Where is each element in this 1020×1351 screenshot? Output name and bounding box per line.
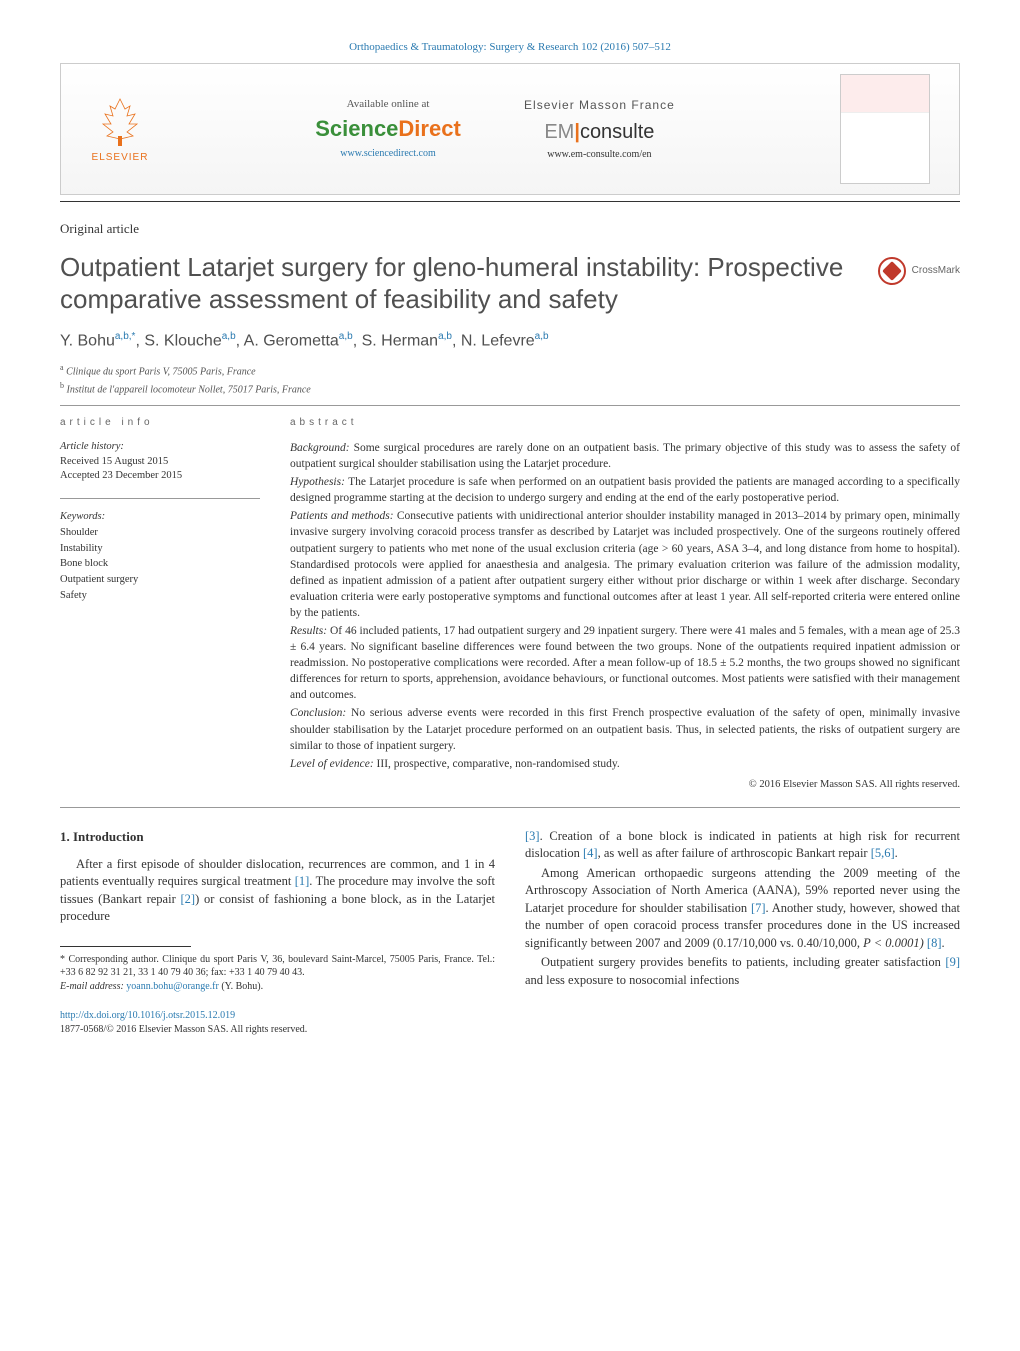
doi-link[interactable]: http://dx.doi.org/10.1016/j.otsr.2015.12… <box>60 1009 960 1023</box>
banner-divider <box>60 201 960 202</box>
article-info-column: article info Article history: Received 1… <box>60 416 260 793</box>
article-title: Outpatient Latarjet surgery for gleno-hu… <box>60 251 868 316</box>
sciencedirect-block: Available online at ScienceDirect www.sc… <box>315 97 461 161</box>
ref-3[interactable]: [3] <box>525 829 540 843</box>
article-type: Original article <box>60 220 960 238</box>
abstract-paragraph: Patients and methods: Consecutive patien… <box>290 508 960 621</box>
footnotes: * Corresponding author. Clinique du spor… <box>60 953 495 994</box>
footnote-rule <box>60 946 191 947</box>
journal-citation: Orthopaedics & Traumatology: Surgery & R… <box>60 40 960 55</box>
email-person: (Y. Bohu). <box>219 981 263 992</box>
affiliation-b: Institut de l'appareil locomoteur Nollet… <box>67 384 311 395</box>
affiliation-a: Clinique du sport Paris V, 75005 Paris, … <box>66 367 256 378</box>
intro-p1: After a first episode of shoulder disloc… <box>60 856 495 926</box>
elsevier-logo-block: ELSEVIER <box>75 89 165 169</box>
keyword-item: Bone block <box>60 556 260 572</box>
available-online-text: Available online at <box>315 97 461 112</box>
keyword-item: Outpatient surgery <box>60 572 260 588</box>
abstract-paragraph: Level of evidence: III, prospective, com… <box>290 756 960 772</box>
author-email[interactable]: yoann.bohu@orange.fr <box>126 981 219 992</box>
intro-p2: [3]. Creation of a bone block is indicat… <box>525 828 960 863</box>
intro-p3: Among American orthopaedic surgeons atte… <box>525 865 960 953</box>
intro-p4: Outpatient surgery provides benefits to … <box>525 954 960 989</box>
ref-7[interactable]: [7] <box>751 901 766 915</box>
history-label: Article history: <box>60 440 260 455</box>
abstract-paragraph: Results: Of 46 included patients, 17 had… <box>290 623 960 703</box>
masson-text: Elsevier Masson France <box>524 97 675 114</box>
abstract-paragraph: Hypothesis: The Latarjet procedure is sa… <box>290 474 960 506</box>
crossmark-badge[interactable]: CrossMark <box>878 257 960 285</box>
emconsulte-url[interactable]: www.em-consulte.com/en <box>524 148 675 162</box>
keyword-item: Shoulder <box>60 525 260 541</box>
rule-above-abstract <box>60 405 960 406</box>
abstract-copyright: © 2016 Elsevier Masson SAS. All rights r… <box>290 778 960 793</box>
journal-cover-thumb <box>825 74 945 184</box>
keywords-label: Keywords: <box>60 509 260 525</box>
abstract-heading: abstract <box>290 416 960 430</box>
author-list: Y. Bohua,b,*, S. Klouchea,b, A. Geromett… <box>60 330 960 353</box>
ref-1[interactable]: [1] <box>295 874 310 888</box>
keywords-block: Keywords: ShoulderInstabilityBone blockO… <box>60 509 260 604</box>
crossmark-icon <box>878 257 906 285</box>
ref-9[interactable]: [9] <box>945 955 960 969</box>
publisher-banner: ELSEVIER Available online at ScienceDire… <box>60 63 960 195</box>
emconsulte-logo: EM|consulte <box>524 118 675 146</box>
keyword-item: Safety <box>60 588 260 604</box>
ref-8[interactable]: [8] <box>927 936 942 950</box>
accepted-date: Accepted 23 December 2015 <box>60 469 260 484</box>
info-divider <box>60 498 260 499</box>
abstract-paragraph: Background: Some surgical procedures are… <box>290 440 960 472</box>
elsevier-text: ELSEVIER <box>92 151 149 165</box>
elsevier-tree-icon: ELSEVIER <box>85 89 155 169</box>
abstract-column: abstract Background: Some surgical proce… <box>290 416 960 793</box>
sciencedirect-url[interactable]: www.sciencedirect.com <box>315 147 461 161</box>
section-1-heading: 1. Introduction <box>60 828 495 846</box>
abstract-paragraph: Conclusion: No serious adverse events we… <box>290 705 960 753</box>
ref-2[interactable]: [2] <box>181 892 196 906</box>
keyword-item: Instability <box>60 541 260 557</box>
article-info-heading: article info <box>60 416 260 430</box>
article-history: Article history: Received 15 August 2015… <box>60 440 260 484</box>
ref-4[interactable]: [4] <box>583 846 598 860</box>
emconsulte-block: Elsevier Masson France EM|consulte www.e… <box>524 97 675 162</box>
corresponding-author: * Corresponding author. Clinique du spor… <box>60 953 495 980</box>
sciencedirect-logo: ScienceDirect <box>315 114 461 145</box>
ref-5-6[interactable]: [5,6] <box>871 846 895 860</box>
crossmark-label: CrossMark <box>912 264 960 278</box>
received-date: Received 15 August 2015 <box>60 455 260 470</box>
rule-below-abstract <box>60 807 960 808</box>
email-label: E-mail address: <box>60 981 124 992</box>
body-text: 1. Introduction After a first episode of… <box>60 828 960 994</box>
copyright-line: 1877-0568/© 2016 Elsevier Masson SAS. Al… <box>60 1023 960 1037</box>
affiliations: a Clinique du sport Paris V, 75005 Paris… <box>60 362 960 397</box>
